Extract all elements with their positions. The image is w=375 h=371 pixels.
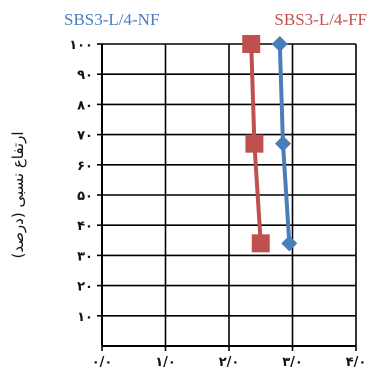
marker-0-0	[271, 36, 288, 52]
y-tick-labels: ۱۰ ۲۰ ۳۰ ۴۰ ۵۰ ۶۰ ۷۰ ۸۰ ۹۰ ۱۰۰	[69, 38, 93, 325]
y-axis-label: ارتفاع نسبی (درصد)	[9, 131, 27, 258]
y-tick-label-4: ۵۰	[77, 189, 93, 204]
y-tick-label-0: ۱۰	[77, 310, 93, 325]
x-tick-label-1: ۱/۰	[155, 355, 176, 370]
y-tick-label-5: ۶۰	[77, 159, 93, 174]
series-layer	[242, 35, 298, 253]
x-tick-label-2: ۲/۰	[219, 355, 240, 370]
y-tick-label-8: ۹۰	[77, 68, 93, 83]
marker-0-2	[281, 235, 298, 252]
y-tick-label-7: ۸۰	[77, 98, 93, 113]
y-tick-label-2: ۳۰	[77, 249, 93, 264]
x-tick-label-0: ۰/۰	[92, 355, 113, 370]
x-tick-label-4: ۴/۰	[346, 355, 367, 370]
marker-1-1	[245, 134, 264, 153]
axes	[97, 43, 357, 351]
y-tick-label-9: ۱۰۰	[69, 38, 93, 53]
y-tick-label-6: ۷۰	[77, 129, 93, 144]
marker-1-0	[242, 35, 261, 53]
x-tick-label-3: ۳/۰	[282, 355, 303, 370]
legend-entry-nf: SBS3-L/4-NF	[64, 10, 159, 29]
x-tick-labels: ۰/۰ ۱/۰ ۲/۰ ۳/۰ ۴/۰	[92, 355, 367, 370]
y-tick-label-1: ۲۰	[77, 280, 93, 295]
y-tick-label-3: ۴۰	[77, 219, 93, 234]
grid	[102, 43, 357, 346]
legend-entry-ff: SBS3-L/4-FF	[274, 10, 367, 29]
marker-1-2	[251, 234, 270, 253]
marker-0-1	[274, 135, 291, 152]
